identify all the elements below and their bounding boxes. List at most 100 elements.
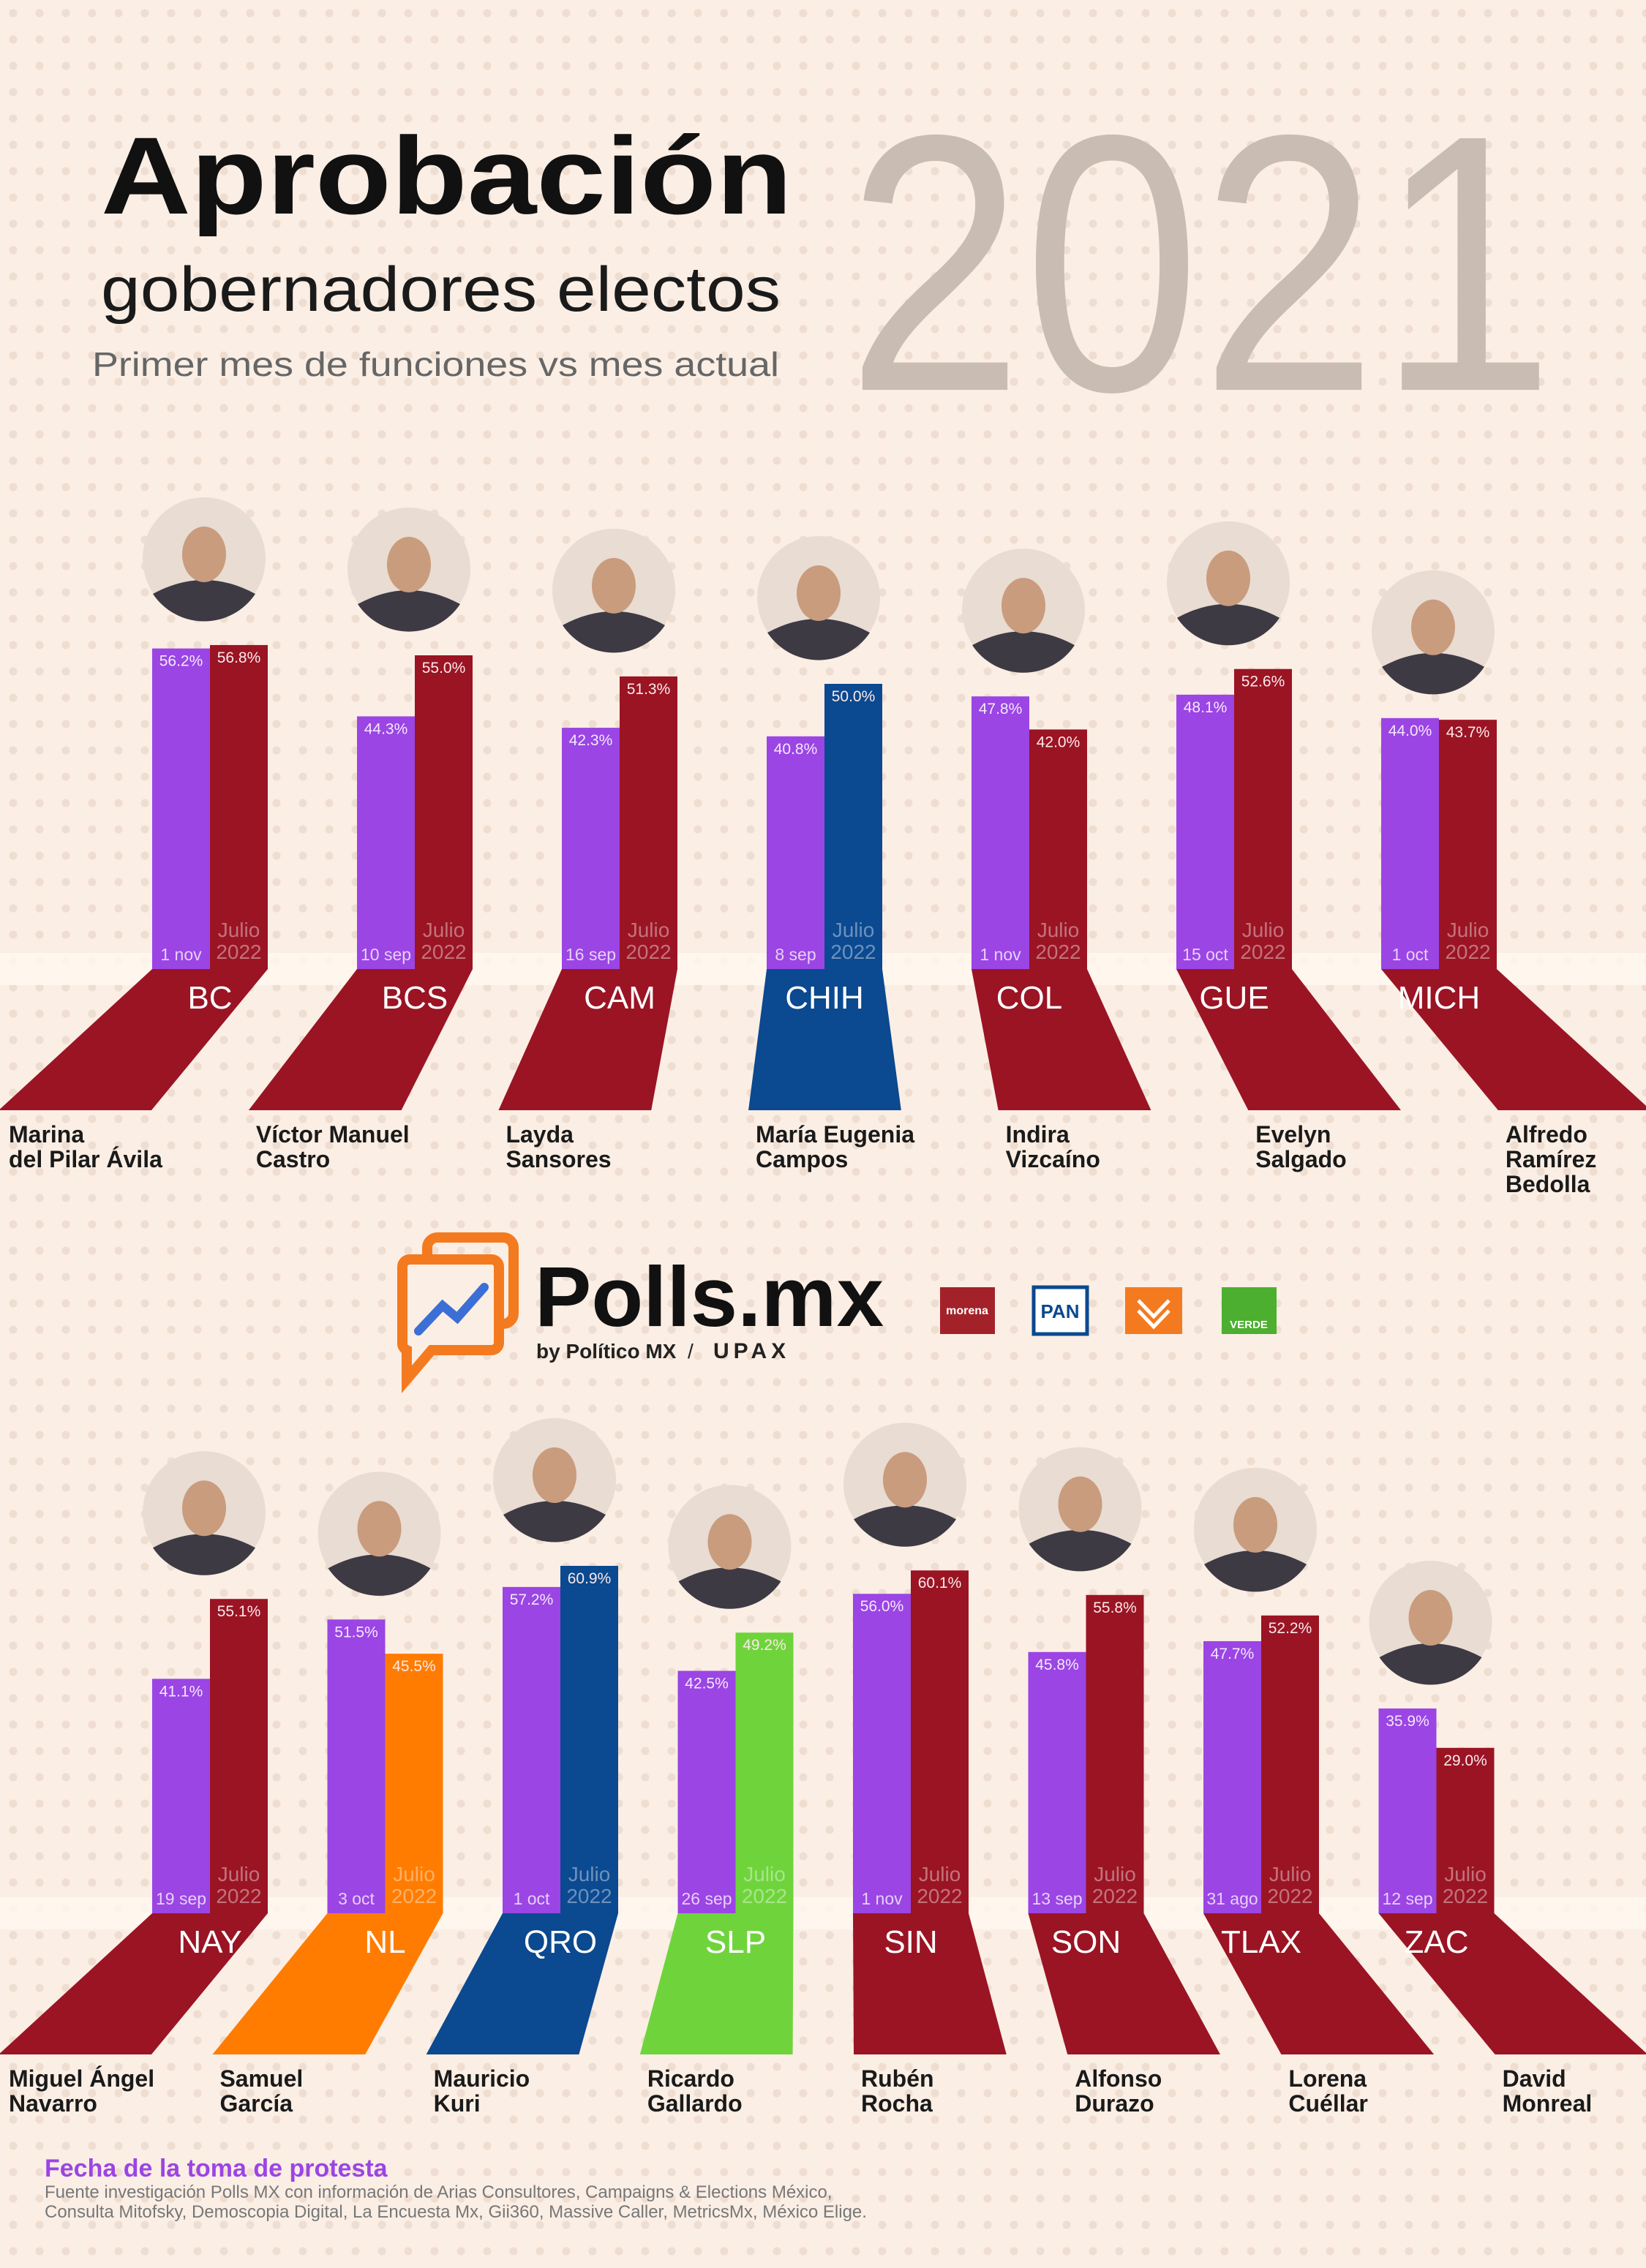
- bar-current: [1086, 1594, 1144, 1913]
- party-logo: [1222, 1287, 1277, 1334]
- period-label: Julio: [1444, 1863, 1487, 1885]
- governor-photo: [143, 1451, 266, 1575]
- value-label: 44.0%: [1388, 723, 1432, 739]
- floor-shadow: [248, 969, 473, 1110]
- floor-shadow: [1203, 1913, 1435, 2054]
- governor-name: Vizcaíno: [1006, 1146, 1100, 1172]
- governor-name: Rocha: [861, 2090, 933, 2117]
- state-code: CAM: [584, 980, 655, 1016]
- floor-shadow: [0, 969, 268, 1110]
- governor-photo: [347, 508, 470, 632]
- bar-first-month: [1203, 1640, 1261, 1913]
- governor-name: Alfredo: [1506, 1121, 1587, 1148]
- bar-first-month: [1176, 694, 1234, 969]
- floor-shadow: [1378, 1913, 1646, 2054]
- bar-current: [1234, 668, 1292, 969]
- subtitle: gobernadores electos: [101, 255, 781, 325]
- state-code: CHIH: [785, 980, 864, 1016]
- governor-name: Miguel Ángel: [9, 2065, 154, 2092]
- period-label: Julio: [218, 1863, 260, 1885]
- period-label: Julio: [568, 1863, 611, 1885]
- period-label: 2022: [216, 1885, 261, 1907]
- bar-first-month: [677, 1670, 736, 1913]
- period-label: 2022: [1445, 941, 1490, 963]
- value-label: 51.5%: [334, 1624, 378, 1640]
- photo-shoulders: [153, 1534, 255, 1575]
- value-label: 40.8%: [774, 741, 818, 758]
- date-label: 1 oct: [514, 1889, 550, 1908]
- governor-name: Marina: [9, 1121, 84, 1148]
- value-label: 55.0%: [422, 660, 466, 677]
- governor-name: Víctor Manuel: [256, 1121, 410, 1148]
- value-label: 35.9%: [1386, 1713, 1429, 1730]
- value-label: 50.0%: [832, 688, 876, 705]
- period-label: 2022: [216, 941, 261, 963]
- bar-first-month: [152, 648, 210, 969]
- logo-line: [414, 1283, 489, 1335]
- floor-shadow: [1028, 1913, 1220, 2054]
- governor-photo: [1372, 570, 1495, 695]
- photo-head: [797, 565, 841, 621]
- legend-date: Fecha de la toma de protesta: [45, 2155, 388, 2182]
- period-label: 2022: [1443, 1885, 1488, 1907]
- photo-shoulders: [972, 631, 1075, 673]
- governor-name: Evelyn: [1255, 1121, 1331, 1148]
- governor-name: Kuri: [434, 2090, 481, 2117]
- state-code: SLP: [705, 1924, 766, 1960]
- value-label: 45.8%: [1035, 1657, 1079, 1673]
- value-label: 29.0%: [1443, 1752, 1487, 1769]
- value-label: 51.3%: [627, 681, 671, 698]
- governor-name: Bedolla: [1506, 1171, 1590, 1197]
- governor-photo: [1369, 1560, 1492, 1685]
- date-label: 3 oct: [338, 1889, 375, 1908]
- date-label: 15 oct: [1182, 945, 1228, 964]
- photo-shoulders: [678, 1567, 781, 1609]
- party-label: morena: [946, 1305, 988, 1317]
- bar-first-month: [1378, 1708, 1437, 1913]
- period-label: 2022: [421, 941, 466, 963]
- period-label: Julio: [423, 919, 465, 941]
- bar-first-month: [853, 1594, 911, 1913]
- party-mark: [1137, 1299, 1170, 1330]
- period-label: Julio: [1447, 919, 1489, 941]
- governor-name: del Pilar Ávila: [9, 1146, 162, 1172]
- period-label: 2022: [742, 1885, 787, 1907]
- period-label: Julio: [1037, 919, 1080, 941]
- state-code: ZAC: [1405, 1924, 1469, 1960]
- state-code: NL: [364, 1924, 405, 1960]
- governor-name: Rubén: [861, 2065, 934, 2092]
- period-label: Julio: [1242, 919, 1285, 941]
- floor-shadow: [1381, 969, 1646, 1110]
- party-label: PAN: [1041, 1300, 1080, 1322]
- date-label: 16 sep: [565, 945, 616, 964]
- bar-current: [210, 644, 268, 969]
- photo-head: [1058, 1476, 1102, 1532]
- source-line: Fuente investigación Polls MX con inform…: [45, 2182, 833, 2202]
- governor-name: Salgado: [1255, 1146, 1346, 1172]
- period-label: 2022: [830, 941, 876, 963]
- governor-name: Mauricio: [434, 2065, 530, 2092]
- governor-photo: [1194, 1467, 1317, 1592]
- bar-first-month: [327, 1619, 386, 1913]
- governor-name: Sansores: [506, 1146, 611, 1172]
- state-code: TLAX: [1221, 1924, 1301, 1960]
- year: 2021: [846, 59, 1555, 467]
- date-label: 31 ago: [1206, 1889, 1258, 1908]
- value-label: 48.1%: [1184, 699, 1228, 716]
- photo-shoulders: [153, 579, 255, 622]
- photo-head: [1408, 1589, 1453, 1646]
- state-code: SON: [1051, 1924, 1121, 1960]
- governor-photo: [1018, 1447, 1142, 1572]
- bar-current: [735, 1632, 794, 1913]
- governor-photo: [317, 1472, 441, 1596]
- photo-shoulders: [854, 1505, 956, 1547]
- value-label: 55.8%: [1093, 1600, 1137, 1616]
- governor-name: Indira: [1006, 1121, 1070, 1148]
- bar-first-month: [972, 696, 1029, 969]
- floor-shadow: [972, 969, 1151, 1110]
- value-label: 41.1%: [159, 1683, 203, 1700]
- state-code: BC: [187, 980, 232, 1016]
- state-code: BCS: [382, 980, 448, 1016]
